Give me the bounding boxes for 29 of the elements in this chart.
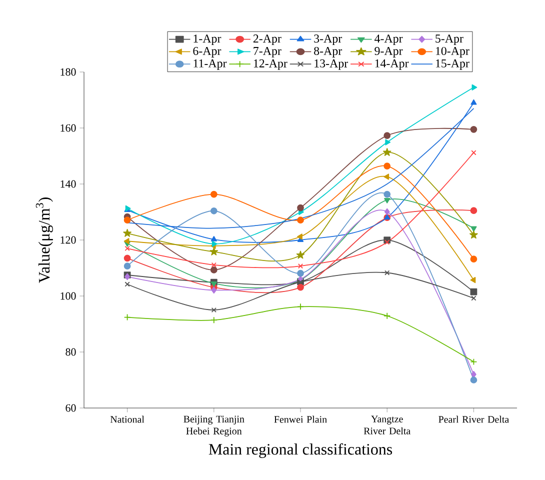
y-axis-title: Value(μg/m$^{3}$) [36,198,53,283]
y-tick-label: 180 [60,68,76,76]
x-tick-label: Fenwei Plain [274,416,327,423]
legend-label: 13-Apr [314,59,348,70]
legend-label: 2-Apr [253,34,282,46]
y-tick-label: 100 [60,292,76,300]
legend-label: 6-Apr [193,46,222,58]
y-tick-label: 120 [60,236,76,244]
legend-label: 14-Apr [375,59,409,70]
legend-label: 15-Apr [436,59,470,70]
legend-label: 5-Apr [436,34,464,46]
legend-label: 7-Apr [254,46,282,58]
legend-label: 9-Apr [374,46,403,58]
y-tick-label: 60 [66,404,76,412]
x-tick-label: Beijing Tianjin Hebei Region [184,416,244,436]
x-tick-label: Yangtze River Delta [364,416,410,434]
legend-label: 1-Apr [194,34,222,46]
x-tick-label: Pearl River Delta [438,416,509,423]
legend-label: 11-Apr [194,59,227,70]
legend-label: 10-Apr [436,46,470,58]
x-tick-label: National [110,416,144,423]
y-tick-label: 140 [60,180,76,188]
legend-label: 12-Apr [254,59,288,70]
legend-label: 8-Apr [314,46,342,58]
x-axis-title: Main regional classifications [208,443,392,458]
y-tick-label: 160 [60,124,76,132]
legend-label: 4-Apr [374,34,403,46]
legend-label: 3-Apr [314,34,342,46]
y-tick-label: 80 [66,348,76,356]
